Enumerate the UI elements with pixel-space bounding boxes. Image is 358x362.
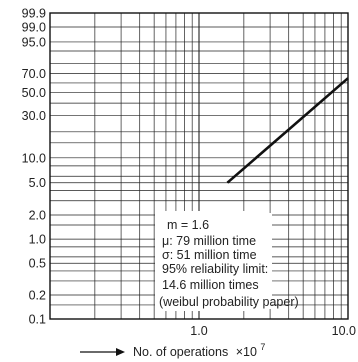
y-tick-label: 99.9 <box>22 7 46 21</box>
y-tick-label: 10.0 <box>22 151 46 165</box>
y-tick-label: 2.0 <box>29 208 46 222</box>
annotation-line-2: μ: 79 million time <box>162 234 256 248</box>
annotation-line-3: σ: 51 million time <box>162 248 257 262</box>
series-line <box>227 78 348 183</box>
x-axis-exponent: 7 <box>260 342 265 352</box>
y-tick-label: 50.0 <box>22 86 46 100</box>
annotation-line-5: 14.6 million times <box>162 278 259 292</box>
y-tick-label: 5.0 <box>29 176 46 190</box>
annotation-line-6: (weibul probability paper) <box>159 295 299 309</box>
y-tick-label: 0.1 <box>29 313 46 327</box>
x-axis-arrow-head <box>116 348 125 356</box>
x-tick-label: 1.0 <box>190 324 207 338</box>
y-tick-label: 95.0 <box>22 35 46 49</box>
x-axis-label-text: No. of operations <box>133 345 228 359</box>
y-tick-label: 0.5 <box>29 257 46 271</box>
y-tick-label: 99.0 <box>22 21 46 35</box>
y-tick-labels: 99.999.095.0 70.0 50.0 30.0 10.0 5.0 2.0 1.0 0.5… <box>22 7 46 327</box>
y-tick-label: 1.0 <box>29 233 46 247</box>
y-tick-label: 70.0 <box>22 67 46 81</box>
x-axis-multiplier: ×10 <box>236 345 257 359</box>
annotation-line-4: 95% reliability limit: <box>162 262 268 276</box>
x-tick-labels: 1.0 10.0 <box>190 324 356 338</box>
svg-text:No. of operations ×10: No. of operations ×10 7 <box>133 342 265 359</box>
series-layer <box>227 78 348 183</box>
y-tick-label: 0.2 <box>29 288 46 302</box>
y-tick-label: 30.0 <box>22 109 46 123</box>
annotation-line-1: m = 1.6 <box>167 218 209 232</box>
x-axis-label: No. of operations ×10 7 <box>80 342 265 359</box>
x-tick-label: 10.0 <box>332 324 356 338</box>
